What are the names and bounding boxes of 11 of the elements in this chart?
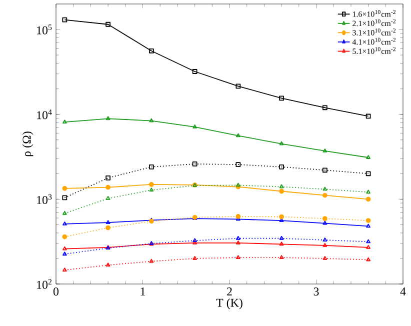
x-tick-label: 0 [53, 288, 59, 296]
x-tick-label: 3 [314, 288, 319, 296]
y-tick-label: 10$^{4}$ [37, 109, 52, 120]
y-tick-label: 10$^{2}$ [37, 279, 52, 289]
x-tick-label: 2 [227, 288, 232, 296]
x-tick-label: 1 [140, 288, 146, 296]
x-tick-label: 4 [400, 288, 406, 296]
y-tick-label: 10$^{5}$ [37, 24, 52, 34]
x-axis-title: T (K) [216, 298, 242, 310]
y-axis-title: ρ (Ω) [22, 132, 34, 156]
y-tick-label: 10$^{3}$ [37, 194, 52, 204]
